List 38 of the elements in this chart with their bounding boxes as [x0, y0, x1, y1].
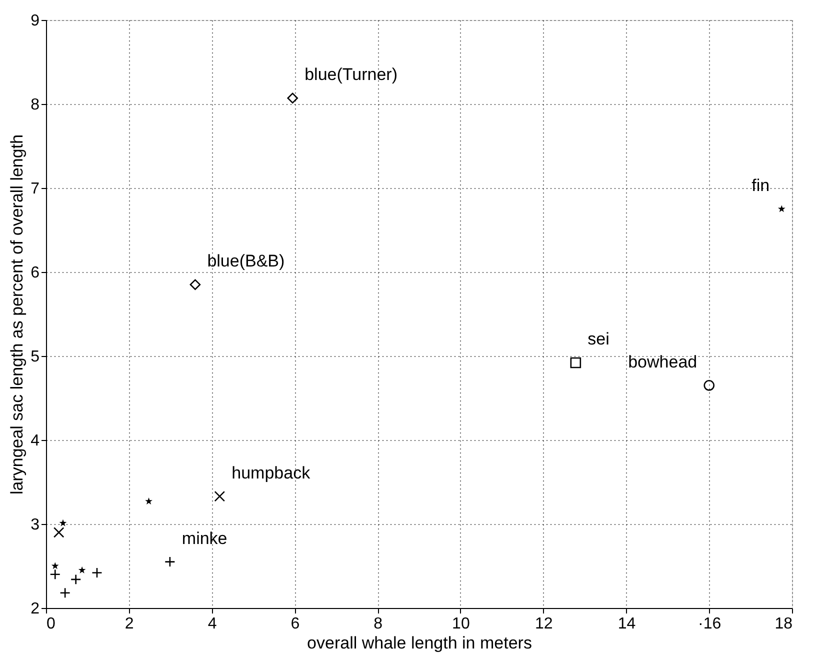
annotation: blue(B&B) — [207, 252, 285, 271]
annotation: fin — [752, 176, 770, 195]
annotation: blue(Turner) — [304, 65, 398, 84]
x-tick-label: 4 — [208, 616, 217, 632]
annotation: sei — [588, 330, 610, 349]
point — [570, 357, 582, 368]
x-tick-label: 18 — [774, 616, 793, 632]
y-tick-label: 6 — [30, 264, 40, 282]
y-tick-label: 3 — [30, 516, 40, 534]
point — [190, 279, 201, 290]
x-tick-label: 0 — [46, 616, 56, 632]
point — [214, 490, 226, 502]
annotation: bowhead — [628, 352, 698, 372]
y-tick-label: 7 — [30, 180, 40, 198]
y-tick-label: 9 — [30, 12, 40, 30]
point — [704, 380, 715, 391]
x-tick-label: 12 — [534, 616, 553, 632]
y-tick-label: 5 — [30, 348, 40, 366]
x-tick-label: 6 — [290, 616, 300, 632]
x-tick-label: 2 — [124, 616, 134, 632]
annotation: minke — [182, 528, 228, 548]
x-tick-label: ·16 — [698, 616, 722, 632]
point — [51, 562, 59, 570]
x-tick-label: 10 — [452, 616, 470, 632]
y-tick-label: 4 — [30, 432, 40, 450]
point — [145, 497, 152, 504]
y-tick-label: 2 — [30, 600, 40, 618]
x-tick-label: 8 — [374, 616, 383, 632]
x-axis-title: overall whale length in meters — [307, 634, 532, 652]
point — [78, 566, 86, 574]
point — [53, 527, 64, 538]
point — [287, 92, 298, 104]
annotation: humpback — [232, 463, 311, 482]
y-axis-title: laryngeal sac length as percent of overall length — [8, 134, 27, 495]
x-tick-label: 14 — [618, 616, 636, 632]
y-tick-label: 8 — [30, 96, 40, 114]
point — [59, 519, 67, 526]
point — [778, 205, 786, 212]
